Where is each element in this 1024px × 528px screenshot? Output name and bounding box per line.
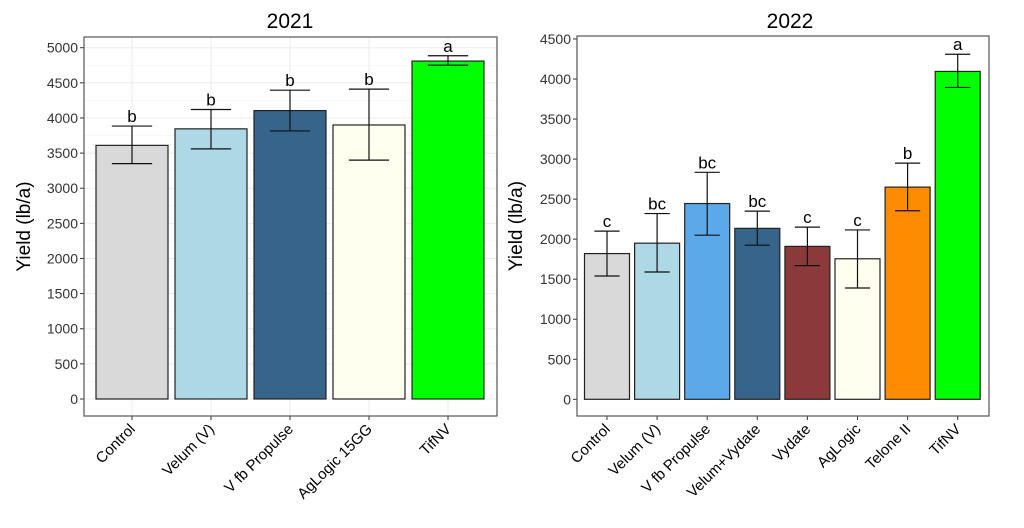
bar-TifNV [411,60,485,400]
significance-letter: c [603,212,612,231]
y-tick-label: 1500 [47,286,78,302]
plot-border [83,36,498,417]
chart-title: 2021 [267,10,314,33]
x-tick-label: V fb Propulse [221,421,297,497]
y-tick-label: 3500 [47,145,78,161]
y-tick-label: 3000 [540,151,571,167]
y-tick-label: 4500 [540,31,571,47]
chart-title: 2022 [767,10,814,33]
bar-Control [583,252,631,400]
significance-letter: c [803,208,812,227]
y-tick-label: 0 [563,391,571,407]
bar-Telone II [884,186,931,400]
bar-TifNV [934,70,981,400]
x-tick-label: Telone II [862,421,914,473]
bar-V fb Propulse [253,109,327,400]
y-tick-label: 0 [70,391,78,407]
x-tick-label: Velum (V) [159,421,218,480]
significance-letter: b [364,70,373,89]
y-tick-label: 500 [548,351,572,367]
bar-Velum (V) [174,128,248,400]
significance-letter: b [206,91,215,110]
y-axis-label: Yield (lb/a) [506,181,527,271]
y-tick-label: 1500 [540,271,571,287]
significance-letter: b [903,144,912,163]
y-tick-label: 3500 [540,111,571,127]
significance-letter: bc [748,192,766,211]
chart-panel-2022: 2022 0 500 1000 1500 2000 2500 3000 3500 4000 4500… [506,10,990,501]
y-tick-label: 2000 [540,231,571,247]
y-tick-label: 4000 [47,110,78,126]
bar-Control [95,144,169,400]
x-tick-label: Control [568,421,614,467]
significance-letter: c [853,211,862,230]
bar-Vydate [784,245,831,400]
significance-letter: bc [648,195,666,214]
significance-letter: b [127,107,136,126]
x-tick-label: TifNV [926,421,964,459]
y-tick-label: 1000 [47,321,78,337]
significance-letter: a [443,37,453,56]
chart-panel-2021: 2021 0 500 1000 1500 2000 2500 3000 3500 4000 4500… [14,10,498,503]
bar-V fb Propulse [684,202,731,400]
y-tick-label: 1000 [540,311,571,327]
y-tick-label: 2500 [540,191,571,207]
x-tick-label: AgLogic [814,420,865,471]
x-tick-label: AgLogic 15GG [294,421,376,503]
y-tick-label: 5000 [47,40,78,56]
plot-border [576,35,990,417]
y-tick-label: 3000 [47,180,78,196]
x-tick-label: TifNV [417,421,455,459]
bar-Velum+Vydate [734,227,781,400]
y-tick-label: 2000 [47,250,78,266]
y-tick-label: 4500 [47,75,78,91]
significance-letter: bc [698,153,716,172]
y-axis-label: Yield (lb/a) [14,181,35,271]
y-tick-label: 500 [55,356,79,372]
significance-letter: a [953,35,963,54]
significance-letter: b [285,71,294,90]
x-tick-label: Control [93,421,139,467]
y-tick-label: 4000 [540,71,571,87]
x-tick-label: Vydate [770,421,815,466]
bar-AgLogic 15GG [332,124,406,400]
y-tick-label: 2500 [47,215,78,231]
